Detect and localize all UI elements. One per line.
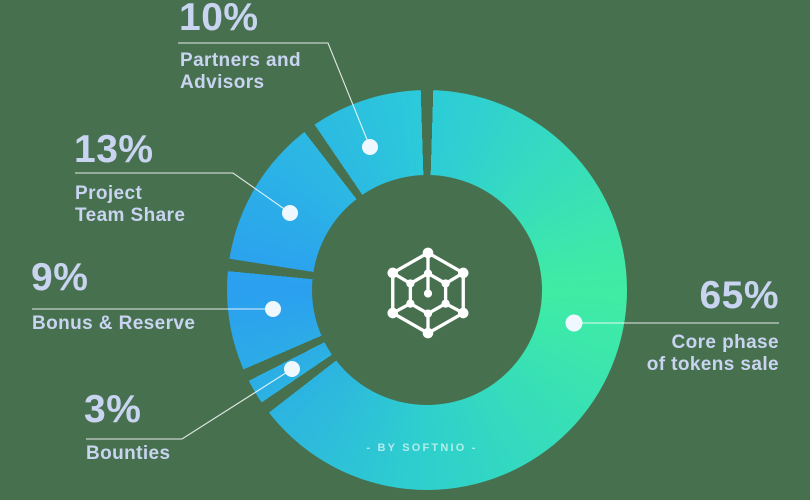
callout-line-10	[178, 42, 371, 148]
callout-dot-10	[362, 139, 378, 155]
pct-label-bounties: 3%	[84, 388, 142, 431]
pct-label-core: 65%	[699, 274, 779, 317]
callout-dot-9	[265, 301, 281, 317]
slice-label-partners: Partners and Advisors	[180, 50, 301, 93]
slice-label-bonus: Bonus & Reserve	[32, 313, 196, 334]
slice-label-team: Project Team Share	[75, 183, 186, 226]
pct-label-partners: 10%	[179, 0, 259, 39]
slice-label-core: Core phase of tokens sale	[646, 332, 779, 375]
pct-label-team: 13%	[74, 128, 154, 171]
callout-line-3	[86, 368, 293, 440]
pct-label-bonus: 9%	[31, 256, 89, 299]
blockchain-cube-icon	[387, 247, 469, 339]
callout-dot-3	[284, 361, 300, 377]
callout-dot-13	[282, 205, 298, 221]
callout-dot-65	[565, 314, 583, 332]
callout-line-13	[75, 172, 291, 214]
byline-text: - BY SOFTNIO -	[366, 442, 478, 454]
slice-label-bounties: Bounties	[86, 443, 171, 464]
